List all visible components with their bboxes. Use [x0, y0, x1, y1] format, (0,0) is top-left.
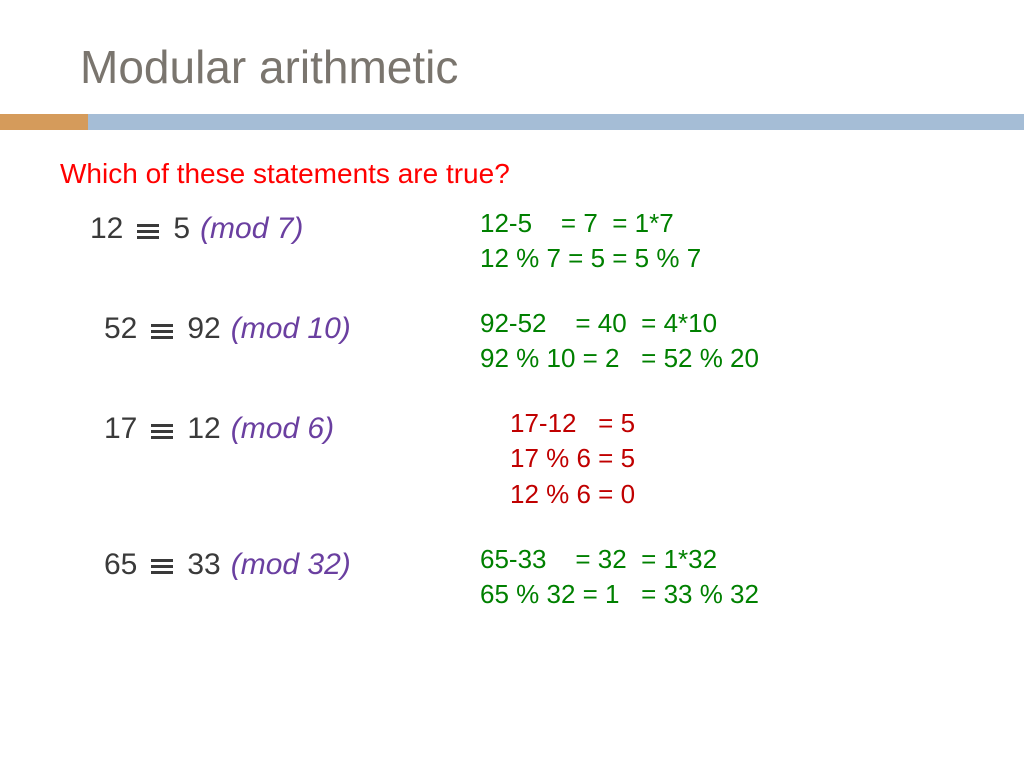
verification-text: 12-5 = 7 = 1*7 12 % 7 = 5 = 5 % 7 — [480, 206, 701, 276]
divider-orange — [0, 114, 88, 130]
modulus: (mod 10) — [231, 312, 351, 346]
verification-text: 65-33 = 32 = 1*32 65 % 32 = 1 = 33 % 32 — [480, 542, 759, 612]
congruent-icon — [151, 321, 173, 341]
congruent-icon — [151, 421, 173, 441]
statement-row: 17 12 (mod 6) 17-12 = 5 17 % 6 = 5 12 % … — [60, 406, 1024, 511]
congruent-icon — [137, 221, 159, 241]
statement-row: 65 33 (mod 32) 65-33 = 32 = 1*32 65 % 32… — [60, 542, 1024, 612]
congruent-icon — [151, 557, 173, 577]
slide-title: Modular arithmetic — [0, 0, 1024, 114]
operand-b: 5 — [173, 212, 190, 246]
operand-a: 17 — [104, 412, 137, 446]
operand-a: 65 — [104, 548, 137, 582]
verification-text: 92-52 = 40 = 4*10 92 % 10 = 2 = 52 % 20 — [480, 306, 759, 376]
operand-b: 92 — [187, 312, 220, 346]
modulus: (mod 32) — [231, 548, 351, 582]
statement-row: 12 5 (mod 7) 12-5 = 7 = 1*7 12 % 7 = 5 =… — [60, 206, 1024, 276]
operand-a: 52 — [104, 312, 137, 346]
modulus: (mod 7) — [200, 212, 303, 246]
congruence-statement: 17 12 (mod 6) — [60, 406, 480, 446]
divider-blue — [88, 114, 1024, 130]
question-text: Which of these statements are true? — [0, 130, 1024, 206]
verification-text: 17-12 = 5 17 % 6 = 5 12 % 6 = 0 — [480, 406, 635, 511]
statement-row: 52 92 (mod 10) 92-52 = 40 = 4*10 92 % 10… — [60, 306, 1024, 376]
congruence-statement: 65 33 (mod 32) — [60, 542, 480, 582]
content-rows: 12 5 (mod 7) 12-5 = 7 = 1*7 12 % 7 = 5 =… — [0, 206, 1024, 612]
congruence-statement: 52 92 (mod 10) — [60, 306, 480, 346]
operand-b: 12 — [187, 412, 220, 446]
modulus: (mod 6) — [231, 412, 334, 446]
operand-b: 33 — [187, 548, 220, 582]
operand-a: 12 — [90, 212, 123, 246]
divider-bar — [0, 114, 1024, 130]
congruence-statement: 12 5 (mod 7) — [60, 206, 480, 246]
